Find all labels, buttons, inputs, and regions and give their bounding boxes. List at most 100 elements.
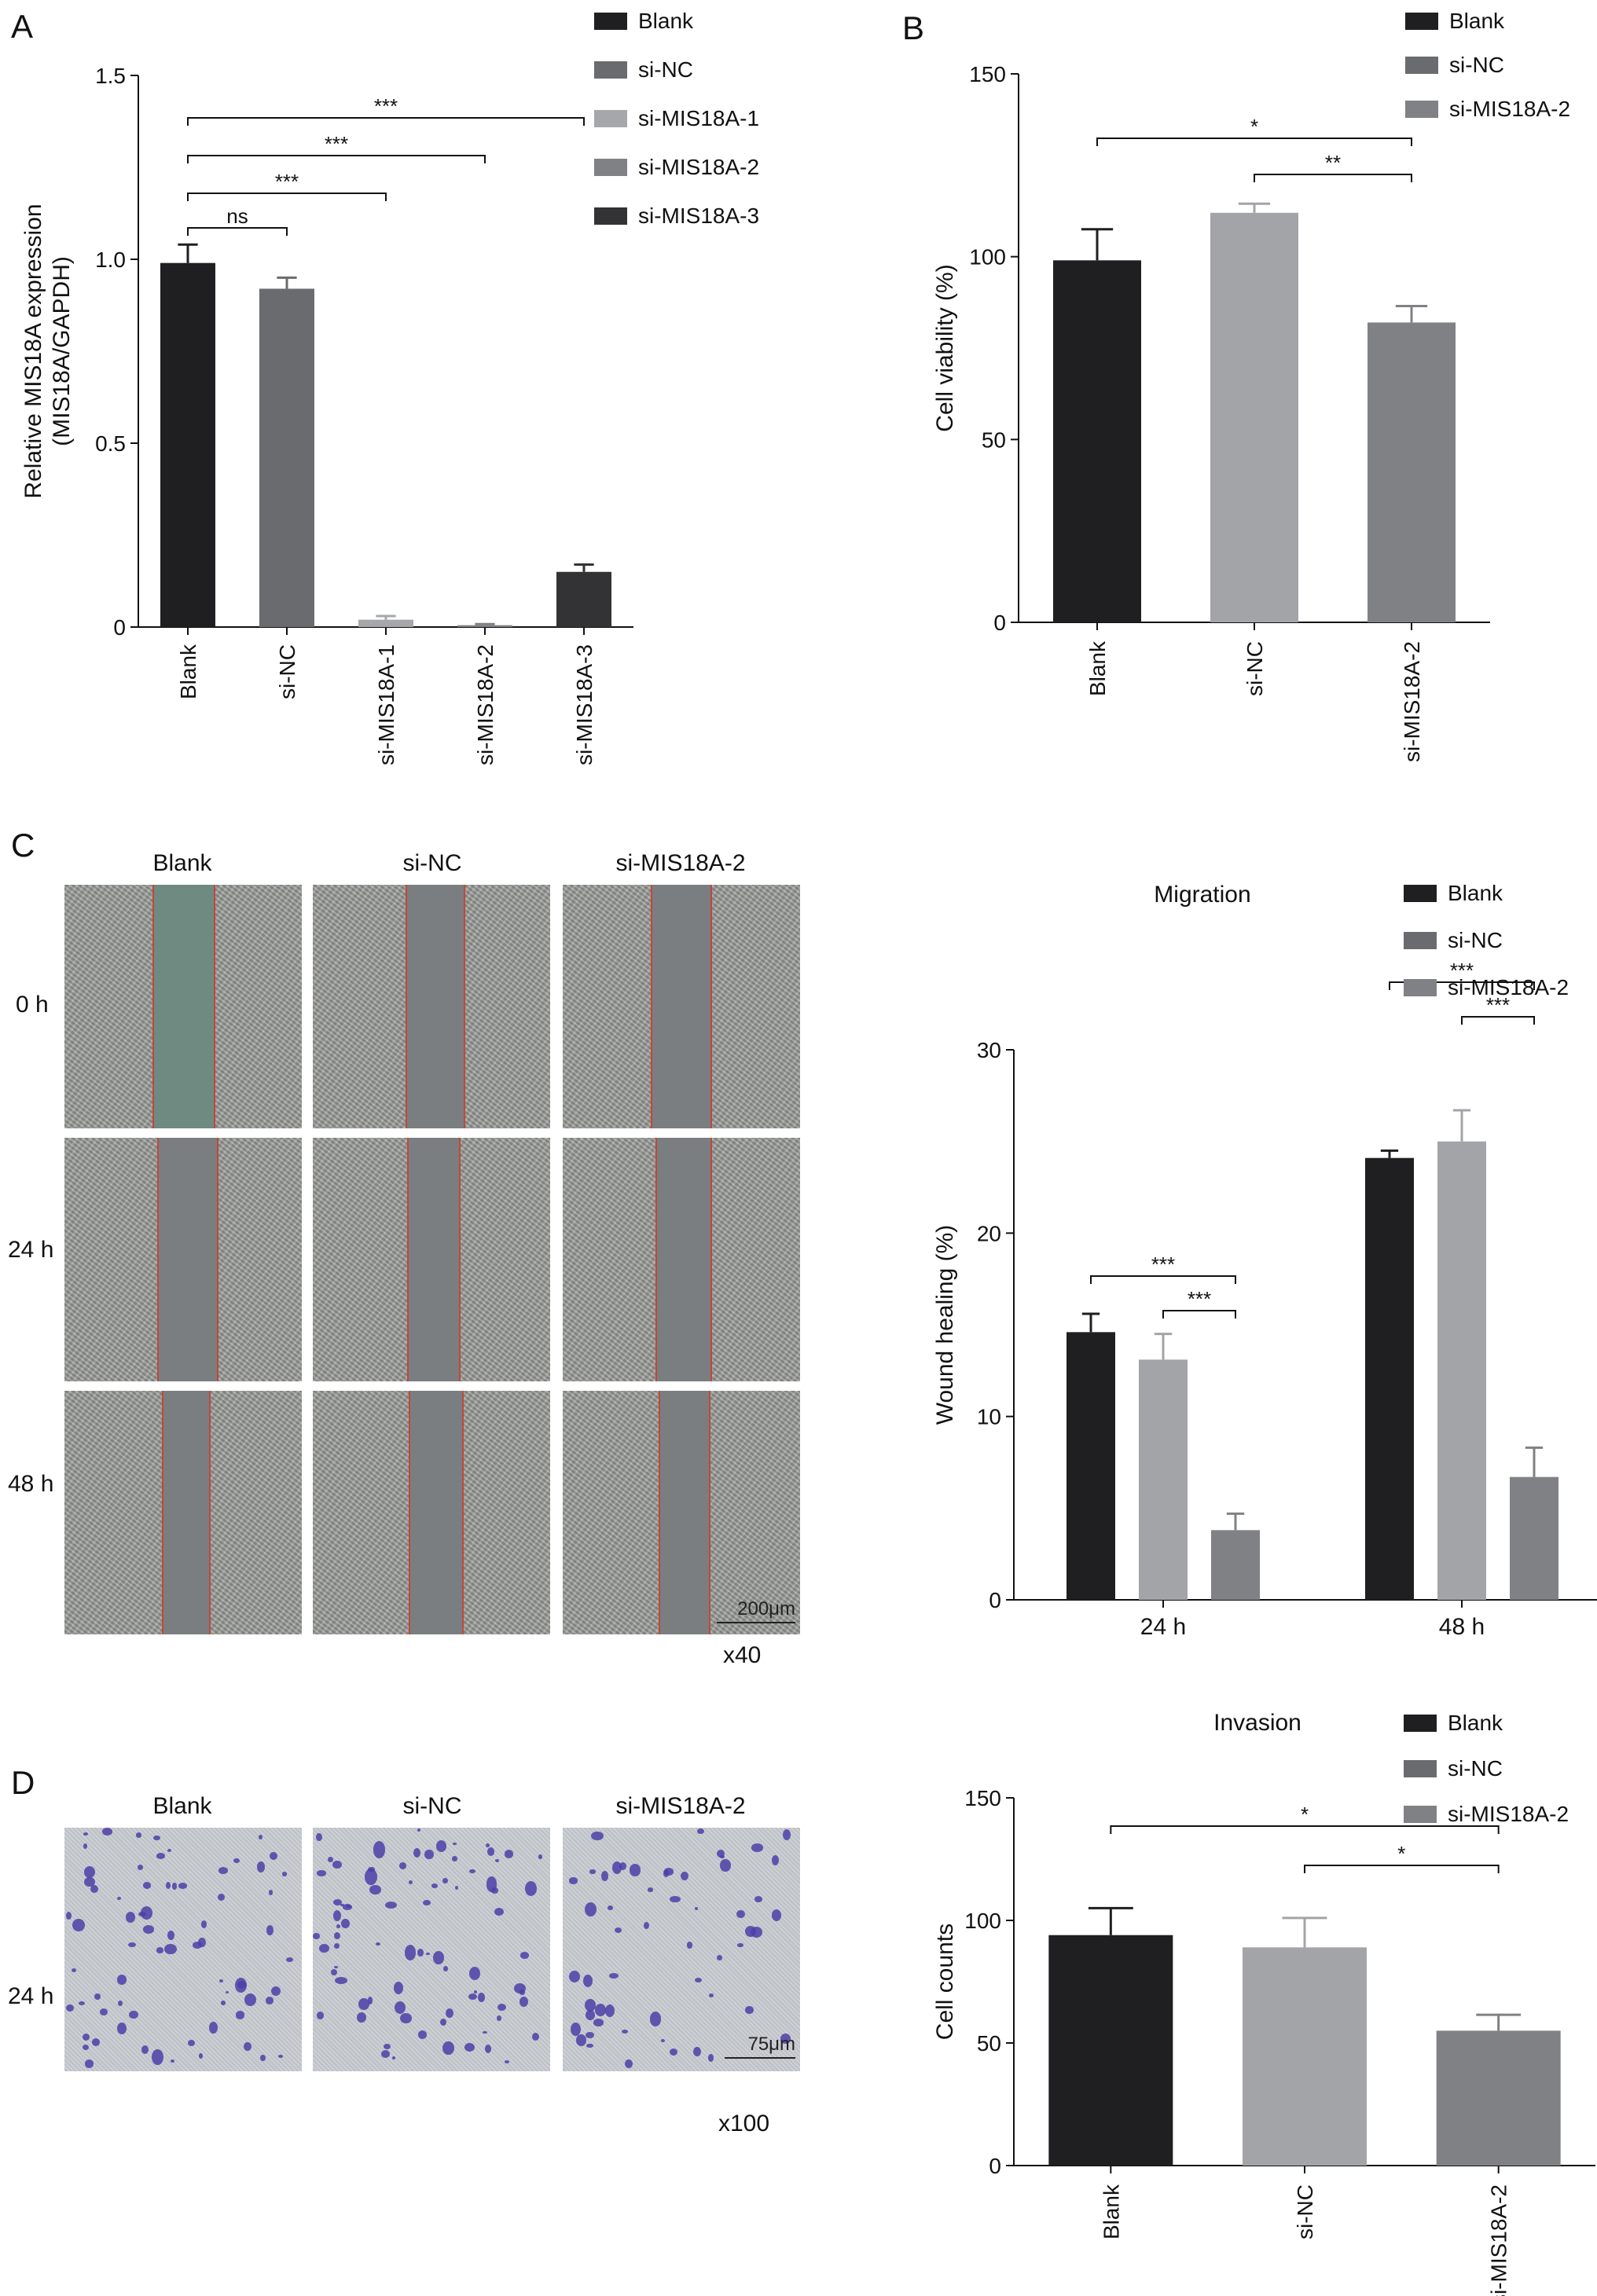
- chart-a-legend-label-si-mis18a-2: si-MIS18A-2: [638, 155, 759, 179]
- stained-cell: [423, 1900, 431, 1905]
- stained-cell: [99, 2008, 108, 2016]
- stained-cell: [519, 1996, 528, 2007]
- stained-cell: [497, 2015, 501, 2021]
- chart-d-invasion: 0 50 100 150 Blank si-NC si-MIS18A-2 * * Cell cou…: [932, 1710, 1595, 2296]
- chart-b-significance-label: **: [1325, 151, 1341, 174]
- stained-cell: [333, 1932, 340, 1940]
- chart-a-legend-label-si-mis18a-1: si-MIS18A-1: [638, 106, 759, 130]
- stained-cell: [66, 2004, 75, 2012]
- chart-c-si-nc-48-h-bar: [1437, 1141, 1486, 1600]
- stained-cell: [660, 2038, 666, 2043]
- wound-image-si-mis18a-2-24h: [563, 1138, 800, 1381]
- stained-cell: [649, 2012, 662, 2026]
- stained-cell: [167, 1848, 172, 1853]
- stained-cell: [737, 1942, 743, 1947]
- chart-a-y-axis-label: Relative MIS18A expression: [20, 204, 46, 498]
- chart-b-blank-bar: [1053, 260, 1141, 622]
- chart-a-significance-bracket: [187, 193, 387, 201]
- chart-d-legend-label-si-mis18a-2: si-MIS18A-2: [1448, 1802, 1569, 1826]
- stained-cell: [524, 1881, 538, 1897]
- chart-b-legend-label-si-mis18a-2: si-MIS18A-2: [1449, 97, 1570, 121]
- stained-cell: [334, 1976, 347, 1985]
- stained-cell: [600, 1871, 608, 1881]
- stained-cell: [373, 1841, 386, 1859]
- stained-cell: [585, 2010, 596, 2020]
- stained-cell: [750, 1926, 762, 1938]
- chart-c-si-mis18a-2-48-h-bar: [1510, 1476, 1558, 1600]
- stained-cell: [464, 2042, 475, 2052]
- chart-a-legend-label-si-mis18a-3: si-MIS18A-3: [638, 204, 759, 228]
- wound-image-si-nc-24h: [313, 1138, 550, 1381]
- chart-a-si-mis18a-2-bar: [457, 625, 512, 627]
- chart-c-y-axis-label: Wound healing (%): [932, 1225, 958, 1425]
- stained-cell: [171, 2059, 174, 2063]
- chart-a-y-tick-label: 0: [113, 615, 126, 640]
- stained-cell: [332, 1898, 343, 1905]
- stained-cell: [129, 2010, 138, 2019]
- stained-cell: [101, 1828, 113, 1836]
- stained-cell: [268, 1889, 274, 1895]
- chart-c-significance-label: ***: [1450, 959, 1474, 982]
- stained-cell: [609, 1972, 619, 1979]
- stained-cell: [473, 1990, 478, 1994]
- stained-cell: [270, 1852, 277, 1861]
- stained-cell: [357, 2012, 366, 2023]
- stained-cell: [138, 1865, 144, 1870]
- stained-cell: [408, 1880, 413, 1885]
- stained-cell: [497, 2003, 506, 2011]
- stained-cell: [200, 1920, 207, 1928]
- stained-cell: [424, 1849, 434, 1860]
- chart-d-significance-bracket: [1304, 1865, 1500, 1873]
- stained-cell: [780, 2033, 791, 2044]
- chart-c-significance-bracket: [1162, 1310, 1236, 1319]
- chart-b-legend-swatch-si-nc: [1405, 57, 1438, 74]
- stained-cell: [417, 1828, 420, 1832]
- stained-cell: [478, 1993, 486, 2002]
- stained-cell: [334, 1965, 339, 1969]
- stained-cell: [569, 1970, 581, 1982]
- stained-cell: [622, 2030, 629, 2034]
- stained-cell: [266, 1924, 274, 1935]
- stained-cell: [78, 2001, 85, 2005]
- chart-c-legend-label-si-mis18a-2: si-MIS18A-2: [1448, 975, 1569, 999]
- stained-cell: [468, 1993, 477, 2000]
- stained-cell: [694, 1978, 702, 1983]
- stained-cell: [484, 2044, 492, 2053]
- stained-cell: [504, 1850, 514, 1858]
- stained-cell: [413, 1847, 421, 1858]
- stained-cell: [394, 2001, 406, 2015]
- stained-cell: [443, 1965, 449, 1972]
- stained-cell: [707, 2054, 714, 2063]
- stained-cell: [681, 1871, 688, 1880]
- stained-cell: [720, 1854, 725, 1859]
- stained-cell: [485, 1843, 490, 1847]
- stained-cell: [783, 1829, 791, 1840]
- chart-a-si-nc-bar: [259, 288, 314, 627]
- stained-cell: [218, 1867, 229, 1874]
- stained-cell: [686, 1942, 693, 1949]
- wound-image-si-mis18a-2-0h: [563, 885, 800, 1128]
- stained-cell: [94, 1993, 101, 2001]
- chart-c-blank-48-h-bar: [1365, 1157, 1414, 1600]
- stained-cell: [745, 2006, 754, 2014]
- stained-cell: [116, 2022, 127, 2034]
- stained-cell: [217, 1893, 225, 1902]
- stained-cell: [586, 2043, 593, 2048]
- stained-cell: [167, 1930, 174, 1940]
- chart-c-x-tick-label: 24 h: [1140, 1614, 1186, 1640]
- stained-cell: [125, 1912, 136, 1924]
- chart-c-y-tick-label: 0: [989, 1588, 1001, 1612]
- stained-cell: [469, 1967, 481, 1981]
- chart-d-y-tick-label: 150: [964, 1786, 1001, 1810]
- stained-cell: [90, 1884, 99, 1894]
- stained-cell: [391, 2056, 396, 2060]
- stained-cell: [198, 1937, 206, 1948]
- stained-cell: [494, 1907, 505, 1916]
- chart-c-legend-label-blank: Blank: [1448, 881, 1503, 905]
- chart-a-x-tick-label: si-MIS18A-1: [374, 644, 398, 765]
- invasion-image-si-mis18a-2: [563, 1828, 800, 2071]
- chart-d-legend-swatch-blank: [1404, 1715, 1437, 1732]
- wound-col-header-si-mis18a-2: si-MIS18A-2: [615, 850, 746, 876]
- chart-b-legend-label-si-nc: si-NC: [1449, 53, 1504, 77]
- stained-cell: [589, 1869, 596, 1874]
